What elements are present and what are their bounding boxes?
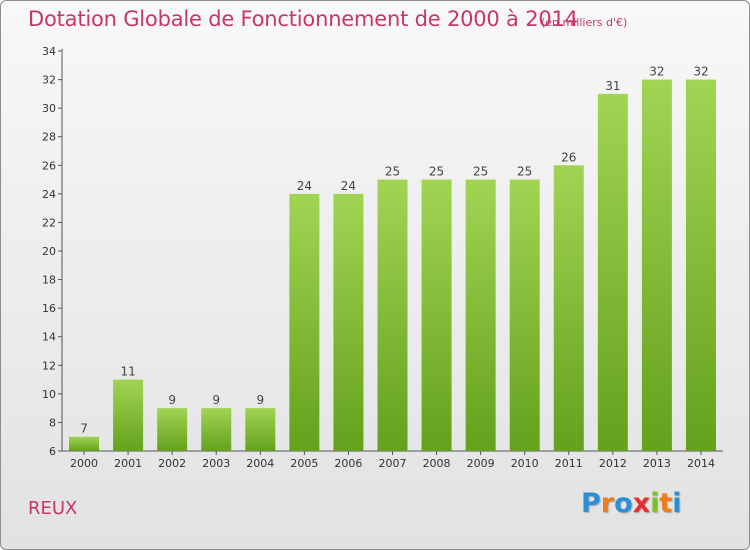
data-label-2003: 9	[212, 393, 220, 407]
logo-letter: t	[659, 488, 673, 519]
chart-bars	[69, 79, 716, 452]
x-tick-label-2001: 2001	[114, 457, 142, 470]
x-tick-label-2004: 2004	[246, 457, 274, 470]
logo-letter: o	[614, 488, 633, 519]
data-label-2008: 25	[429, 165, 444, 179]
x-tick-label-2009: 2009	[467, 457, 495, 470]
bar-2005	[289, 193, 320, 451]
data-label-2013: 32	[649, 65, 664, 79]
y-tick-label: 10	[42, 388, 56, 401]
y-tick-label: 28	[42, 131, 56, 144]
x-tick-label-2003: 2003	[202, 457, 230, 470]
y-tick-label: 8	[49, 416, 56, 429]
data-label-2012: 31	[605, 79, 620, 93]
logo-letter: x	[632, 488, 651, 519]
logo-letter: i	[672, 488, 682, 519]
chart-title: Dotation Globale de Fonctionnement de 20…	[28, 7, 578, 31]
data-label-2001: 11	[120, 365, 135, 379]
bar-2013	[641, 79, 672, 452]
chart-subtitle: (en milliers d'€)	[541, 16, 628, 29]
bar-2006	[333, 193, 364, 451]
data-label-2007: 25	[385, 165, 400, 179]
bar-2007	[377, 179, 408, 452]
x-tick-label-2000: 2000	[70, 457, 98, 470]
bar-2009	[465, 179, 496, 452]
y-tick-label: 30	[42, 102, 56, 115]
data-label-2002: 9	[168, 393, 176, 407]
data-label-2006: 24	[341, 179, 356, 193]
bar-2003	[201, 408, 232, 451]
y-tick-label: 6	[49, 445, 56, 458]
y-tick-label: 32	[42, 74, 56, 87]
bar-2012	[597, 93, 628, 451]
x-tick-label-2008: 2008	[423, 457, 451, 470]
bar-2002	[157, 408, 188, 451]
y-tick-label: 24	[42, 188, 56, 201]
bar-2001	[113, 379, 144, 451]
bar-2004	[245, 408, 276, 451]
proxiti-logo: Proxiti	[581, 488, 682, 519]
x-tick-label-2014: 2014	[687, 457, 715, 470]
y-tick-label: 34	[42, 45, 56, 58]
chart-data-labels: 7 11 9 9 9 24 24 25 25 25 25 26 31 32 32	[80, 65, 708, 436]
x-tick-label-2006: 2006	[334, 457, 362, 470]
bar-2008	[421, 179, 452, 452]
data-label-2009: 25	[473, 165, 488, 179]
x-tick-label-2010: 2010	[511, 457, 539, 470]
x-tick-label-2011: 2011	[555, 457, 583, 470]
data-label-2011: 26	[561, 150, 576, 164]
x-tick-label-2007: 2007	[379, 457, 407, 470]
data-label-2000: 7	[80, 422, 88, 436]
y-tick-label: 14	[42, 331, 56, 344]
bar-2000	[69, 436, 100, 451]
bar-2010	[509, 179, 540, 452]
bar-2011	[553, 165, 584, 452]
x-tick-label-2012: 2012	[599, 457, 627, 470]
x-tick-label-2013: 2013	[643, 457, 671, 470]
bar-2014	[685, 79, 716, 452]
y-tick-label: 16	[42, 302, 56, 315]
data-label-2005: 24	[297, 179, 312, 193]
x-tick-label-2005: 2005	[290, 457, 318, 470]
y-tick-label: 26	[42, 159, 56, 172]
chart-axes: 6 8 10 12 14 16 18 20 22 24 26 28 30 32 34 2000 2001 2002…	[42, 45, 723, 470]
data-label-2004: 9	[256, 393, 264, 407]
logo-letter: r	[600, 488, 615, 519]
y-tick-label: 22	[42, 216, 56, 229]
x-tick-label-2002: 2002	[158, 457, 186, 470]
logo-letter: i	[650, 488, 660, 519]
y-tick-label: 12	[42, 359, 56, 372]
data-label-2010: 25	[517, 165, 532, 179]
logo-letter: P	[581, 488, 601, 519]
y-tick-label: 20	[42, 245, 56, 258]
y-tick-label: 18	[42, 274, 56, 287]
town-name: REUX	[28, 498, 78, 519]
data-label-2014: 32	[693, 65, 708, 79]
